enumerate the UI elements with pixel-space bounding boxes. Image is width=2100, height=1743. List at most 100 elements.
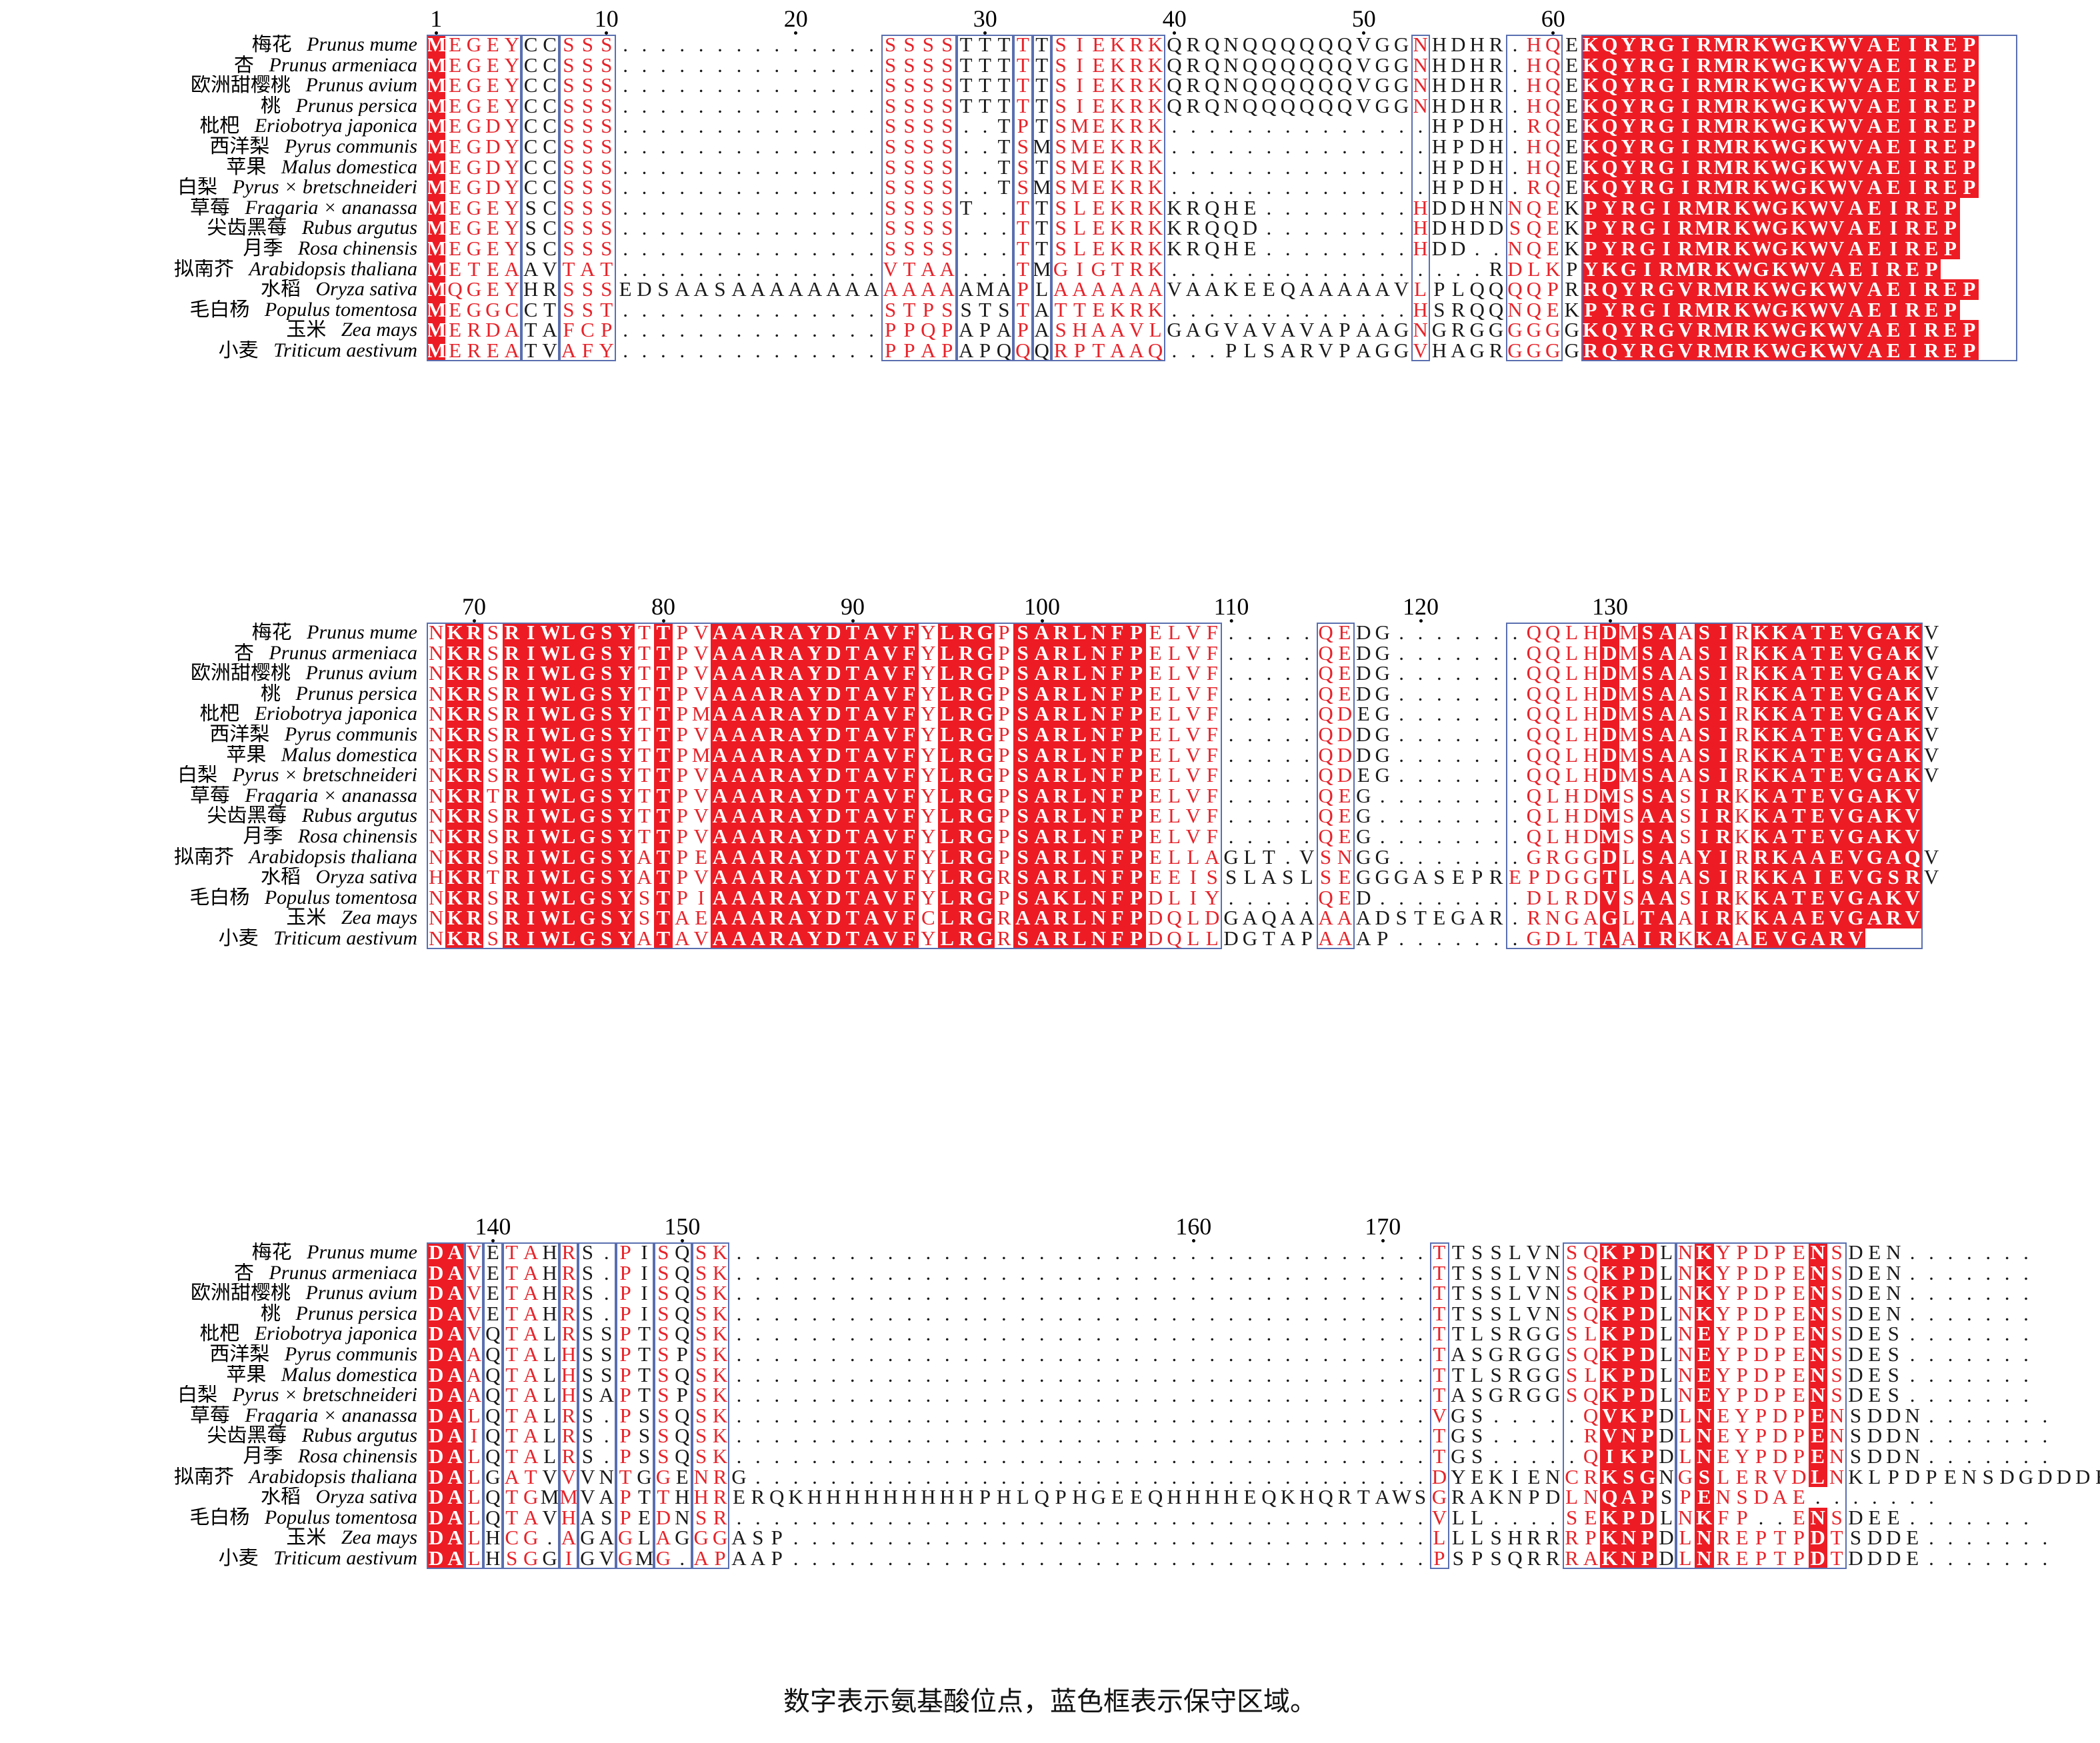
residue-cell: Q [1261,73,1277,97]
residue-cell: Y [504,155,519,179]
residue-cell: . [831,1362,837,1386]
residue-cell: P [1073,338,1086,362]
residue-cell: F [1206,621,1218,644]
residue-cell: E [486,1260,499,1284]
residue-cell: L [1679,1444,1692,1468]
residue-cell: H [1167,1485,1182,1509]
residue-cell: . [831,1424,837,1448]
residue-cell: . [1304,114,1310,138]
residue-cell: D [427,1242,446,1263]
residue-cell: . [1001,1403,1007,1427]
residue-cell: T [1111,257,1124,281]
residue-cell: H [1526,134,1542,158]
residue-cell: D [1808,1548,1827,1569]
residue-cell: R [502,826,521,847]
residue-cell: . [1909,1260,1915,1284]
residue-cell: W [540,661,561,685]
residue-cell: A [1884,622,1903,643]
residue-cell: R [1129,73,1143,97]
residue-cell: . [679,195,685,219]
residue-cell: W [1827,277,1848,301]
residue-cell: E [449,53,462,77]
residue-cell: I [1675,95,1695,117]
residue-cell: S [657,1240,669,1264]
residue-cell: S [601,216,613,240]
residue-cell: . [1020,1403,1026,1427]
residue-cell: . [1985,1362,1991,1386]
residue-cell: . [1437,661,1442,685]
residue-cell: . [603,1281,609,1305]
residue-cell: K [1600,1303,1619,1324]
residue-cell: . [623,195,628,219]
residue-cell: R [956,847,976,868]
residue-cell: . [831,297,837,321]
residue-cell: . [1985,1424,1991,1448]
residue-cell: C [543,134,557,158]
residue-cell: L [467,1403,481,1427]
residue-cell: S [581,1342,593,1366]
residue-cell: M [1600,804,1620,828]
taxon-label: 白梨 Pyrus × bretschneideri [0,177,427,198]
residue-cell: G [1488,1342,1504,1366]
residue-cell: A [580,257,595,281]
residue-cell: M [1713,53,1733,77]
residue-cell: A [1638,806,1657,827]
residue-cell: W [540,722,561,746]
residue-cell: . [1304,661,1310,685]
residue-cell: T [653,847,673,868]
residue-cell: N [1089,643,1109,664]
residue-cell: E [1808,1405,1827,1426]
residue-cell: S [581,195,593,219]
residue-cell: K [1751,75,1771,96]
residue-cell: . [1985,1383,1991,1407]
residue-cell: R [1903,299,1922,321]
residue-cell: R [956,887,976,908]
residue-cell: M [1713,318,1733,342]
residue-cell: . [1399,681,1404,705]
residue-cell: W [1827,33,1848,56]
residue-cell: . [1304,1301,1310,1325]
residue-cell: . [1417,702,1423,726]
residue-cell: . [1304,236,1310,260]
residue-cell: E [1792,1281,1805,1305]
residue-cell: . [1133,1301,1139,1325]
residue-cell: S [1831,1240,1843,1264]
residue-cell: . [1379,1505,1385,1529]
residue-cell: H [1413,216,1428,240]
residue-cell: K [712,1342,728,1366]
residue-cell: . [1209,338,1215,362]
residue-cell: R [1053,338,1068,362]
taxon-label: 桃 Prunus persica [0,1304,427,1324]
residue-cell: R [1638,95,1657,117]
residue-cell: . [679,134,685,158]
residue-cell: N [1488,195,1504,219]
residue-cell: L [1622,906,1635,930]
residue-cell: . [1133,1424,1139,1448]
residue-cell: N [1507,1485,1523,1509]
residue-cell: S [581,155,593,179]
residue-cell: E [1921,218,1941,239]
residue-cell: A [1147,277,1163,301]
residue-cell: . [774,1322,780,1346]
residue-cell: S [1831,1260,1843,1284]
residue-cell: A [729,765,749,786]
taxon-label: 毛白杨 Populus tomentosa [0,888,427,908]
residue-cell: . [717,236,723,260]
taxon-name-cn: 西洋梨 [209,724,270,745]
residue-cell: A [523,1342,539,1366]
residue-cell: . [1361,236,1367,260]
residue-cell: . [1455,743,1461,767]
residue-cell: . [1512,661,1518,685]
residue-cell: G [1657,177,1676,198]
residue-cell: T [997,175,1011,199]
residue-cell: A [729,806,749,827]
ruler-tick-label: 140 [475,1213,511,1240]
residue-cell: D [1848,1281,1863,1305]
residue-cell: V [1356,93,1371,117]
residue-cell: . [1228,175,1234,199]
alignment-row: 西洋梨 Pyrus communis N K R S R I WL G S Y T T P V A A A R A Y… [0,722,1941,746]
residue-cell: . [1304,1403,1310,1427]
residue-cell: T [1451,1240,1465,1264]
residue-cell: . [1304,155,1310,179]
